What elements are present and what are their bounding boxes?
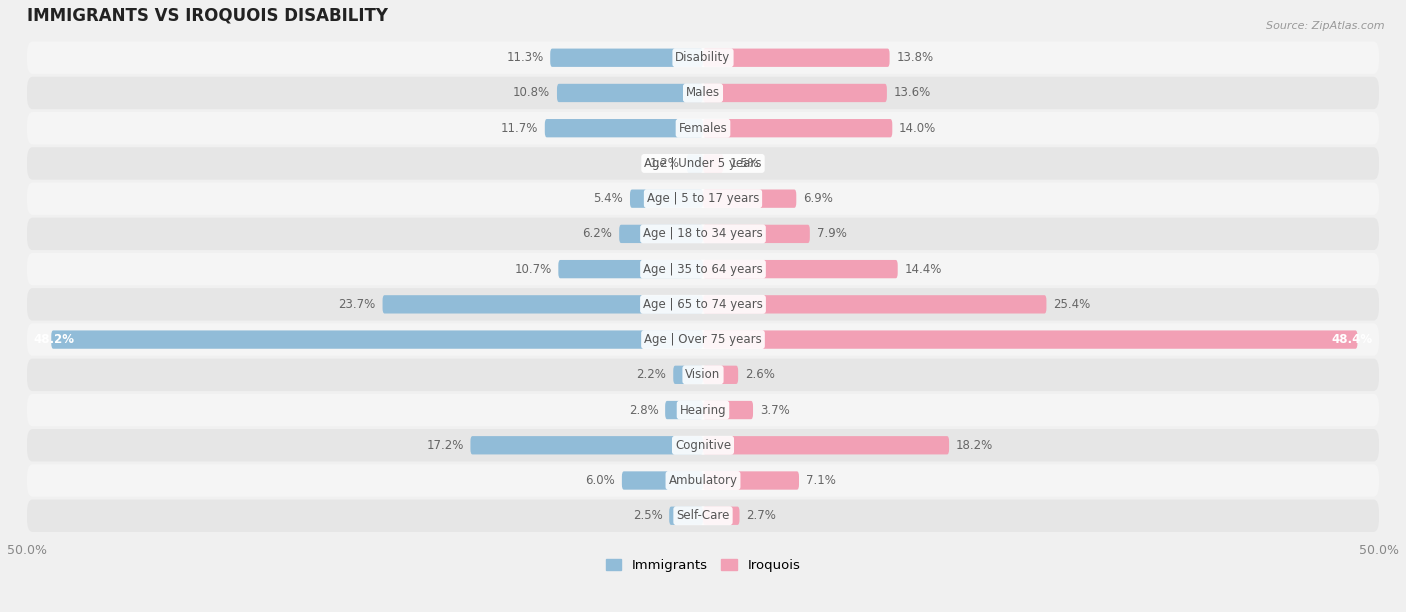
FancyBboxPatch shape — [669, 507, 703, 525]
Text: 23.7%: 23.7% — [339, 298, 375, 311]
FancyBboxPatch shape — [703, 190, 796, 208]
Text: 10.7%: 10.7% — [515, 263, 551, 275]
Text: 48.2%: 48.2% — [34, 333, 75, 346]
Text: Age | 5 to 17 years: Age | 5 to 17 years — [647, 192, 759, 205]
Text: 2.5%: 2.5% — [633, 509, 662, 522]
FancyBboxPatch shape — [703, 295, 1046, 313]
FancyBboxPatch shape — [630, 190, 703, 208]
FancyBboxPatch shape — [703, 471, 799, 490]
FancyBboxPatch shape — [619, 225, 703, 243]
FancyBboxPatch shape — [27, 253, 1379, 285]
Text: Disability: Disability — [675, 51, 731, 64]
FancyBboxPatch shape — [703, 260, 897, 278]
Text: 14.0%: 14.0% — [898, 122, 936, 135]
Text: 18.2%: 18.2% — [956, 439, 993, 452]
FancyBboxPatch shape — [703, 365, 738, 384]
Text: Cognitive: Cognitive — [675, 439, 731, 452]
FancyBboxPatch shape — [27, 288, 1379, 321]
FancyBboxPatch shape — [27, 323, 1379, 356]
Text: 5.4%: 5.4% — [593, 192, 623, 205]
FancyBboxPatch shape — [703, 154, 723, 173]
Text: Age | 35 to 64 years: Age | 35 to 64 years — [643, 263, 763, 275]
Text: Age | Over 75 years: Age | Over 75 years — [644, 333, 762, 346]
Text: 2.2%: 2.2% — [637, 368, 666, 381]
Text: Hearing: Hearing — [679, 403, 727, 417]
FancyBboxPatch shape — [558, 260, 703, 278]
Text: Males: Males — [686, 86, 720, 100]
FancyBboxPatch shape — [621, 471, 703, 490]
Text: 7.1%: 7.1% — [806, 474, 835, 487]
FancyBboxPatch shape — [703, 507, 740, 525]
Text: Source: ZipAtlas.com: Source: ZipAtlas.com — [1267, 21, 1385, 31]
Text: 1.5%: 1.5% — [730, 157, 759, 170]
FancyBboxPatch shape — [27, 429, 1379, 461]
FancyBboxPatch shape — [27, 182, 1379, 215]
FancyBboxPatch shape — [665, 401, 703, 419]
FancyBboxPatch shape — [27, 359, 1379, 391]
Text: 2.7%: 2.7% — [747, 509, 776, 522]
Text: 10.8%: 10.8% — [513, 86, 550, 100]
Text: 6.0%: 6.0% — [585, 474, 614, 487]
Text: 11.7%: 11.7% — [501, 122, 538, 135]
FancyBboxPatch shape — [544, 119, 703, 137]
FancyBboxPatch shape — [557, 84, 703, 102]
FancyBboxPatch shape — [27, 147, 1379, 180]
Text: 13.8%: 13.8% — [897, 51, 934, 64]
Text: IMMIGRANTS VS IROQUOIS DISABILITY: IMMIGRANTS VS IROQUOIS DISABILITY — [27, 7, 388, 25]
Text: 25.4%: 25.4% — [1053, 298, 1091, 311]
FancyBboxPatch shape — [686, 154, 703, 173]
Text: 2.8%: 2.8% — [628, 403, 658, 417]
FancyBboxPatch shape — [27, 42, 1379, 74]
Text: Age | 65 to 74 years: Age | 65 to 74 years — [643, 298, 763, 311]
Text: 6.2%: 6.2% — [582, 228, 613, 241]
FancyBboxPatch shape — [673, 365, 703, 384]
Text: Females: Females — [679, 122, 727, 135]
FancyBboxPatch shape — [51, 330, 703, 349]
Text: 3.7%: 3.7% — [759, 403, 790, 417]
FancyBboxPatch shape — [27, 112, 1379, 144]
Text: 48.4%: 48.4% — [1331, 333, 1372, 346]
Text: 7.9%: 7.9% — [817, 228, 846, 241]
Text: 1.2%: 1.2% — [650, 157, 681, 170]
FancyBboxPatch shape — [703, 48, 890, 67]
Text: 11.3%: 11.3% — [506, 51, 544, 64]
FancyBboxPatch shape — [550, 48, 703, 67]
Text: 13.6%: 13.6% — [894, 86, 931, 100]
FancyBboxPatch shape — [703, 401, 754, 419]
Text: Self-Care: Self-Care — [676, 509, 730, 522]
Legend: Immigrants, Iroquois: Immigrants, Iroquois — [600, 553, 806, 577]
Text: 2.6%: 2.6% — [745, 368, 775, 381]
FancyBboxPatch shape — [27, 218, 1379, 250]
FancyBboxPatch shape — [471, 436, 703, 455]
FancyBboxPatch shape — [382, 295, 703, 313]
Text: 14.4%: 14.4% — [904, 263, 942, 275]
FancyBboxPatch shape — [27, 499, 1379, 532]
FancyBboxPatch shape — [703, 225, 810, 243]
FancyBboxPatch shape — [27, 465, 1379, 497]
Text: 6.9%: 6.9% — [803, 192, 832, 205]
FancyBboxPatch shape — [703, 84, 887, 102]
FancyBboxPatch shape — [27, 76, 1379, 109]
Text: Age | Under 5 years: Age | Under 5 years — [644, 157, 762, 170]
FancyBboxPatch shape — [703, 436, 949, 455]
FancyBboxPatch shape — [703, 119, 893, 137]
FancyBboxPatch shape — [27, 394, 1379, 426]
Text: Age | 18 to 34 years: Age | 18 to 34 years — [643, 228, 763, 241]
Text: 17.2%: 17.2% — [426, 439, 464, 452]
Text: Vision: Vision — [685, 368, 721, 381]
FancyBboxPatch shape — [703, 330, 1357, 349]
Text: Ambulatory: Ambulatory — [668, 474, 738, 487]
